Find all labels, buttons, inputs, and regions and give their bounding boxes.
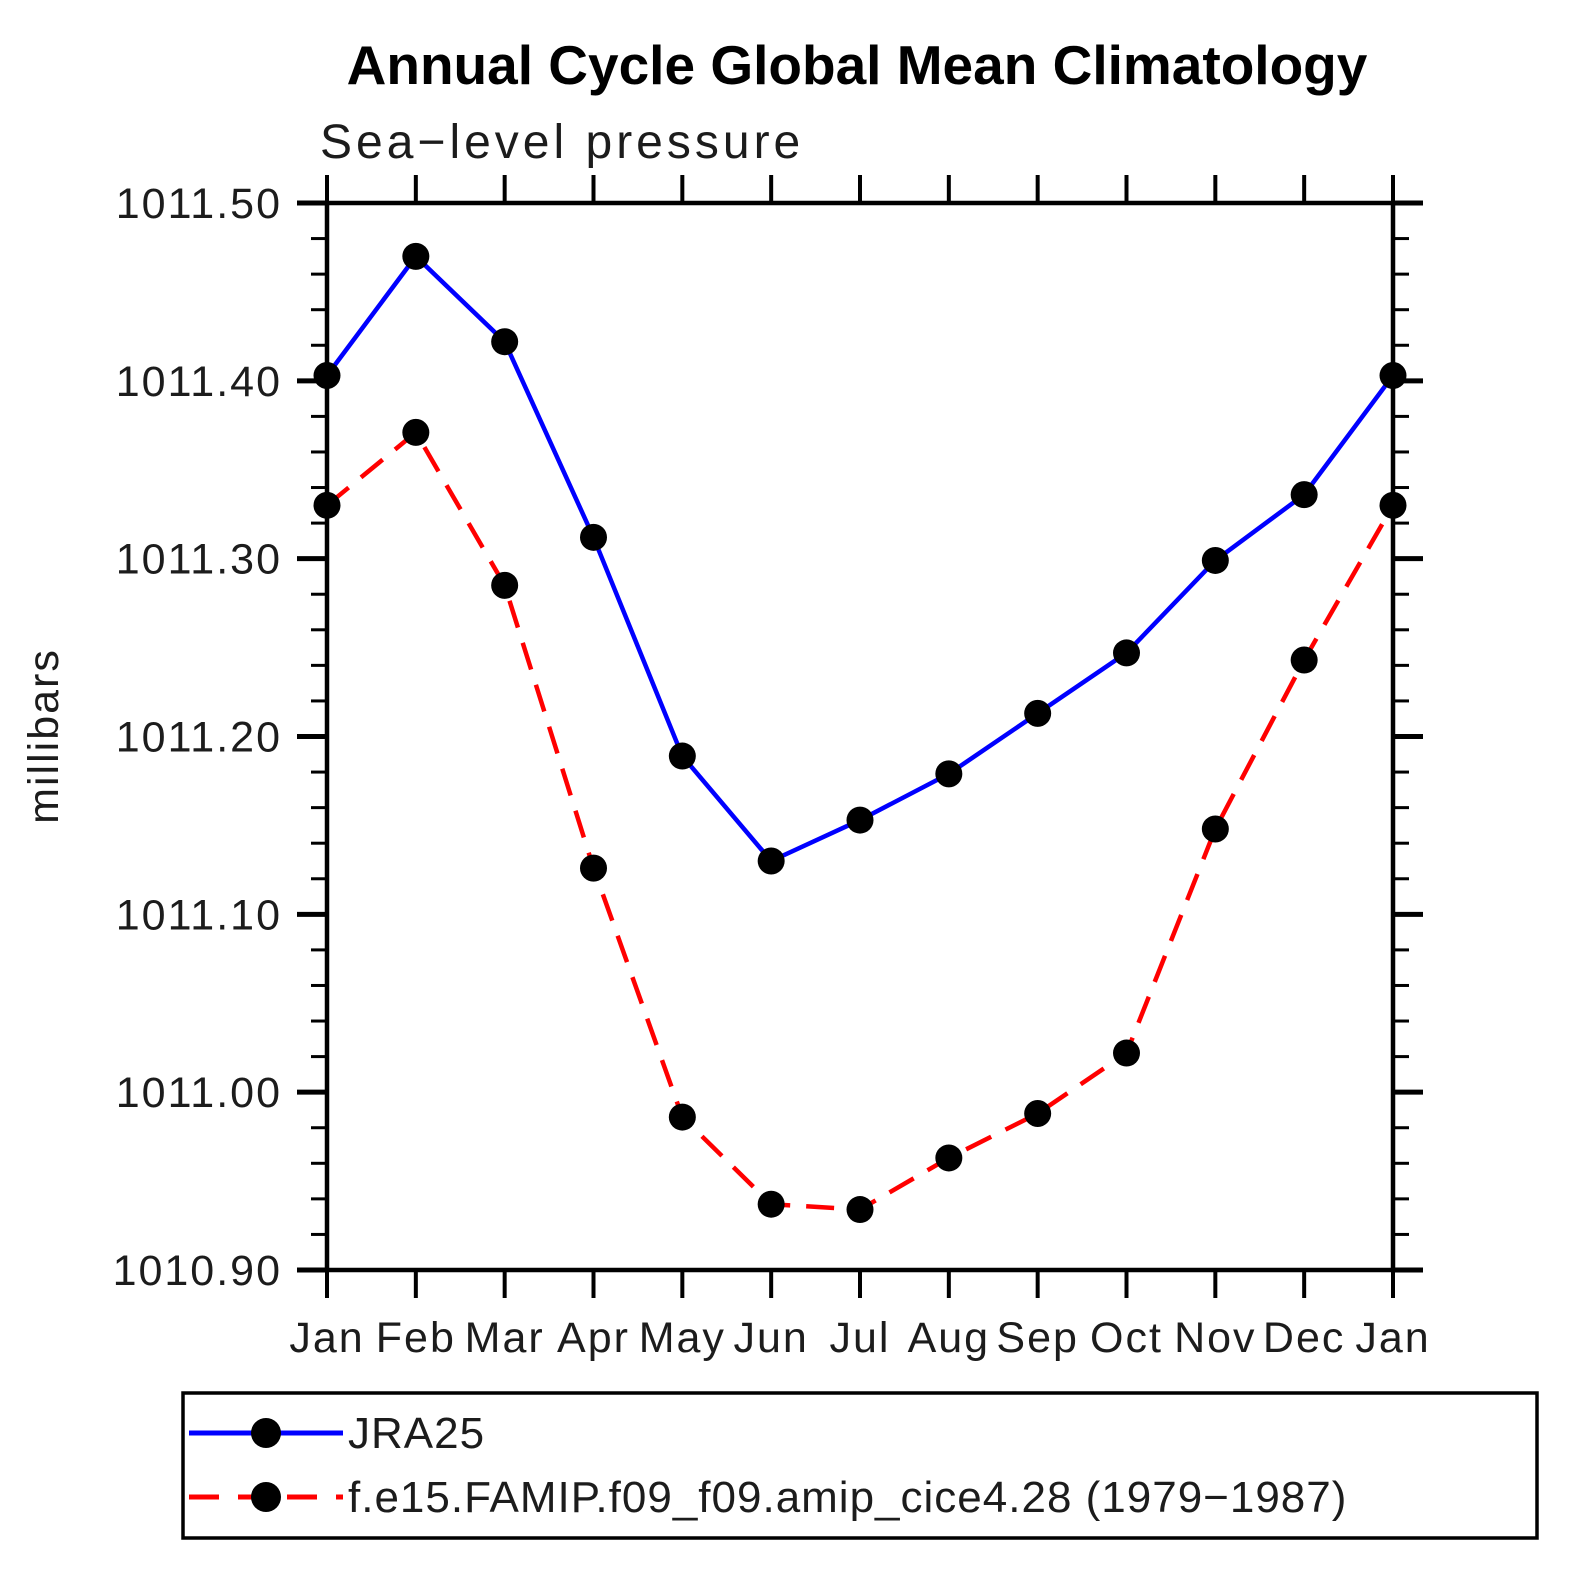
y-axis-tick-label: 1011.50 [116,180,282,228]
legend-border [181,1391,1539,1540]
y-axis-tick-label: 1011.00 [116,1069,282,1117]
y-axis-title: millibars [20,648,68,824]
data-point-marker-series-1 [846,1196,874,1224]
x-axis-month-label: Apr [557,1314,630,1362]
x-axis-month-label: Jun [733,1314,808,1362]
y-axis-tick-label: 1010.90 [113,1247,282,1295]
data-point-marker-series-0 [580,523,607,551]
data-point-marker-series-1 [757,1190,785,1218]
y-axis-tick-label: 1011.40 [116,358,282,406]
y-axis-tick-label: 1011.10 [116,891,282,939]
x-axis-month-label: Jul [830,1314,891,1362]
y-axis-tick-label: 1011.20 [116,714,282,762]
data-point-marker-series-0 [846,806,874,834]
chart-title: Annual Cycle Global Mean Climatology [347,34,1368,96]
chart-subtitle: Sea−level pressure [320,116,804,169]
axes: Jan Feb Mar Apr May Jun Jul Aug Sep Oct Nov Dec Jan1… [113,175,1430,1362]
x-axis-month-label: Sep [996,1314,1079,1362]
data-point-marker-series-1 [491,571,519,599]
data-point-marker-series-1 [1290,646,1318,674]
data-point-marker-series-1 [935,1144,963,1172]
data-point-marker-series-0 [491,328,519,356]
data-point-marker-series-0 [402,242,430,270]
data-point-marker-series-0 [668,742,696,770]
data-point-marker-series-0 [935,760,963,788]
series-line-0 [325,252,1395,864]
data-point-marker-series-0 [1024,699,1052,727]
data-point-marker-series-1 [1113,1039,1140,1067]
x-axis-month-label: May [639,1314,726,1362]
x-axis-month-label: Jan [1355,1314,1430,1362]
data-point-marker-series-0 [1379,361,1407,389]
legend-marker-model [251,1482,281,1512]
legend-label-model: f.e15.FAMIP.f09_f09.amip_cice4.28 (1979−… [348,1473,1347,1522]
data-point-marker-series-0 [1290,481,1318,509]
data-point-marker-series-1 [313,491,341,519]
data-point-marker-series-1 [1379,491,1407,519]
x-axis-month-label: Oct [1090,1314,1163,1362]
data-point-marker-series-0 [313,361,341,389]
legend-marker-jra25 [251,1418,281,1448]
x-axis-month-label: Feb [376,1314,456,1362]
data-point-marker-series-0 [757,847,785,875]
x-axis-month-label: Jan [289,1314,364,1362]
data-point-marker-series-1 [668,1103,696,1131]
data-point-marker-series-1 [1201,815,1229,843]
legend-label-jra25: JRA25 [348,1409,485,1458]
data-point-marker-series-0 [1113,639,1140,667]
x-axis-month-label: Mar [465,1314,545,1362]
x-axis-month-label: Aug [908,1314,991,1362]
y-axis-tick-label: 1011.30 [116,536,282,584]
data-point-marker-series-1 [580,854,607,882]
plot-series [313,242,1407,1224]
legend: JRA25 f.e15.FAMIP.f09_f09.amip_cice4.28 … [181,1391,1539,1540]
data-point-marker-series-0 [1201,546,1229,574]
data-point-marker-series-1 [402,418,430,446]
plot-border [324,200,1396,1273]
x-axis-month-label: Dec [1263,1314,1345,1362]
x-axis-month-label: Nov [1174,1314,1256,1362]
data-point-marker-series-1 [1024,1100,1052,1128]
